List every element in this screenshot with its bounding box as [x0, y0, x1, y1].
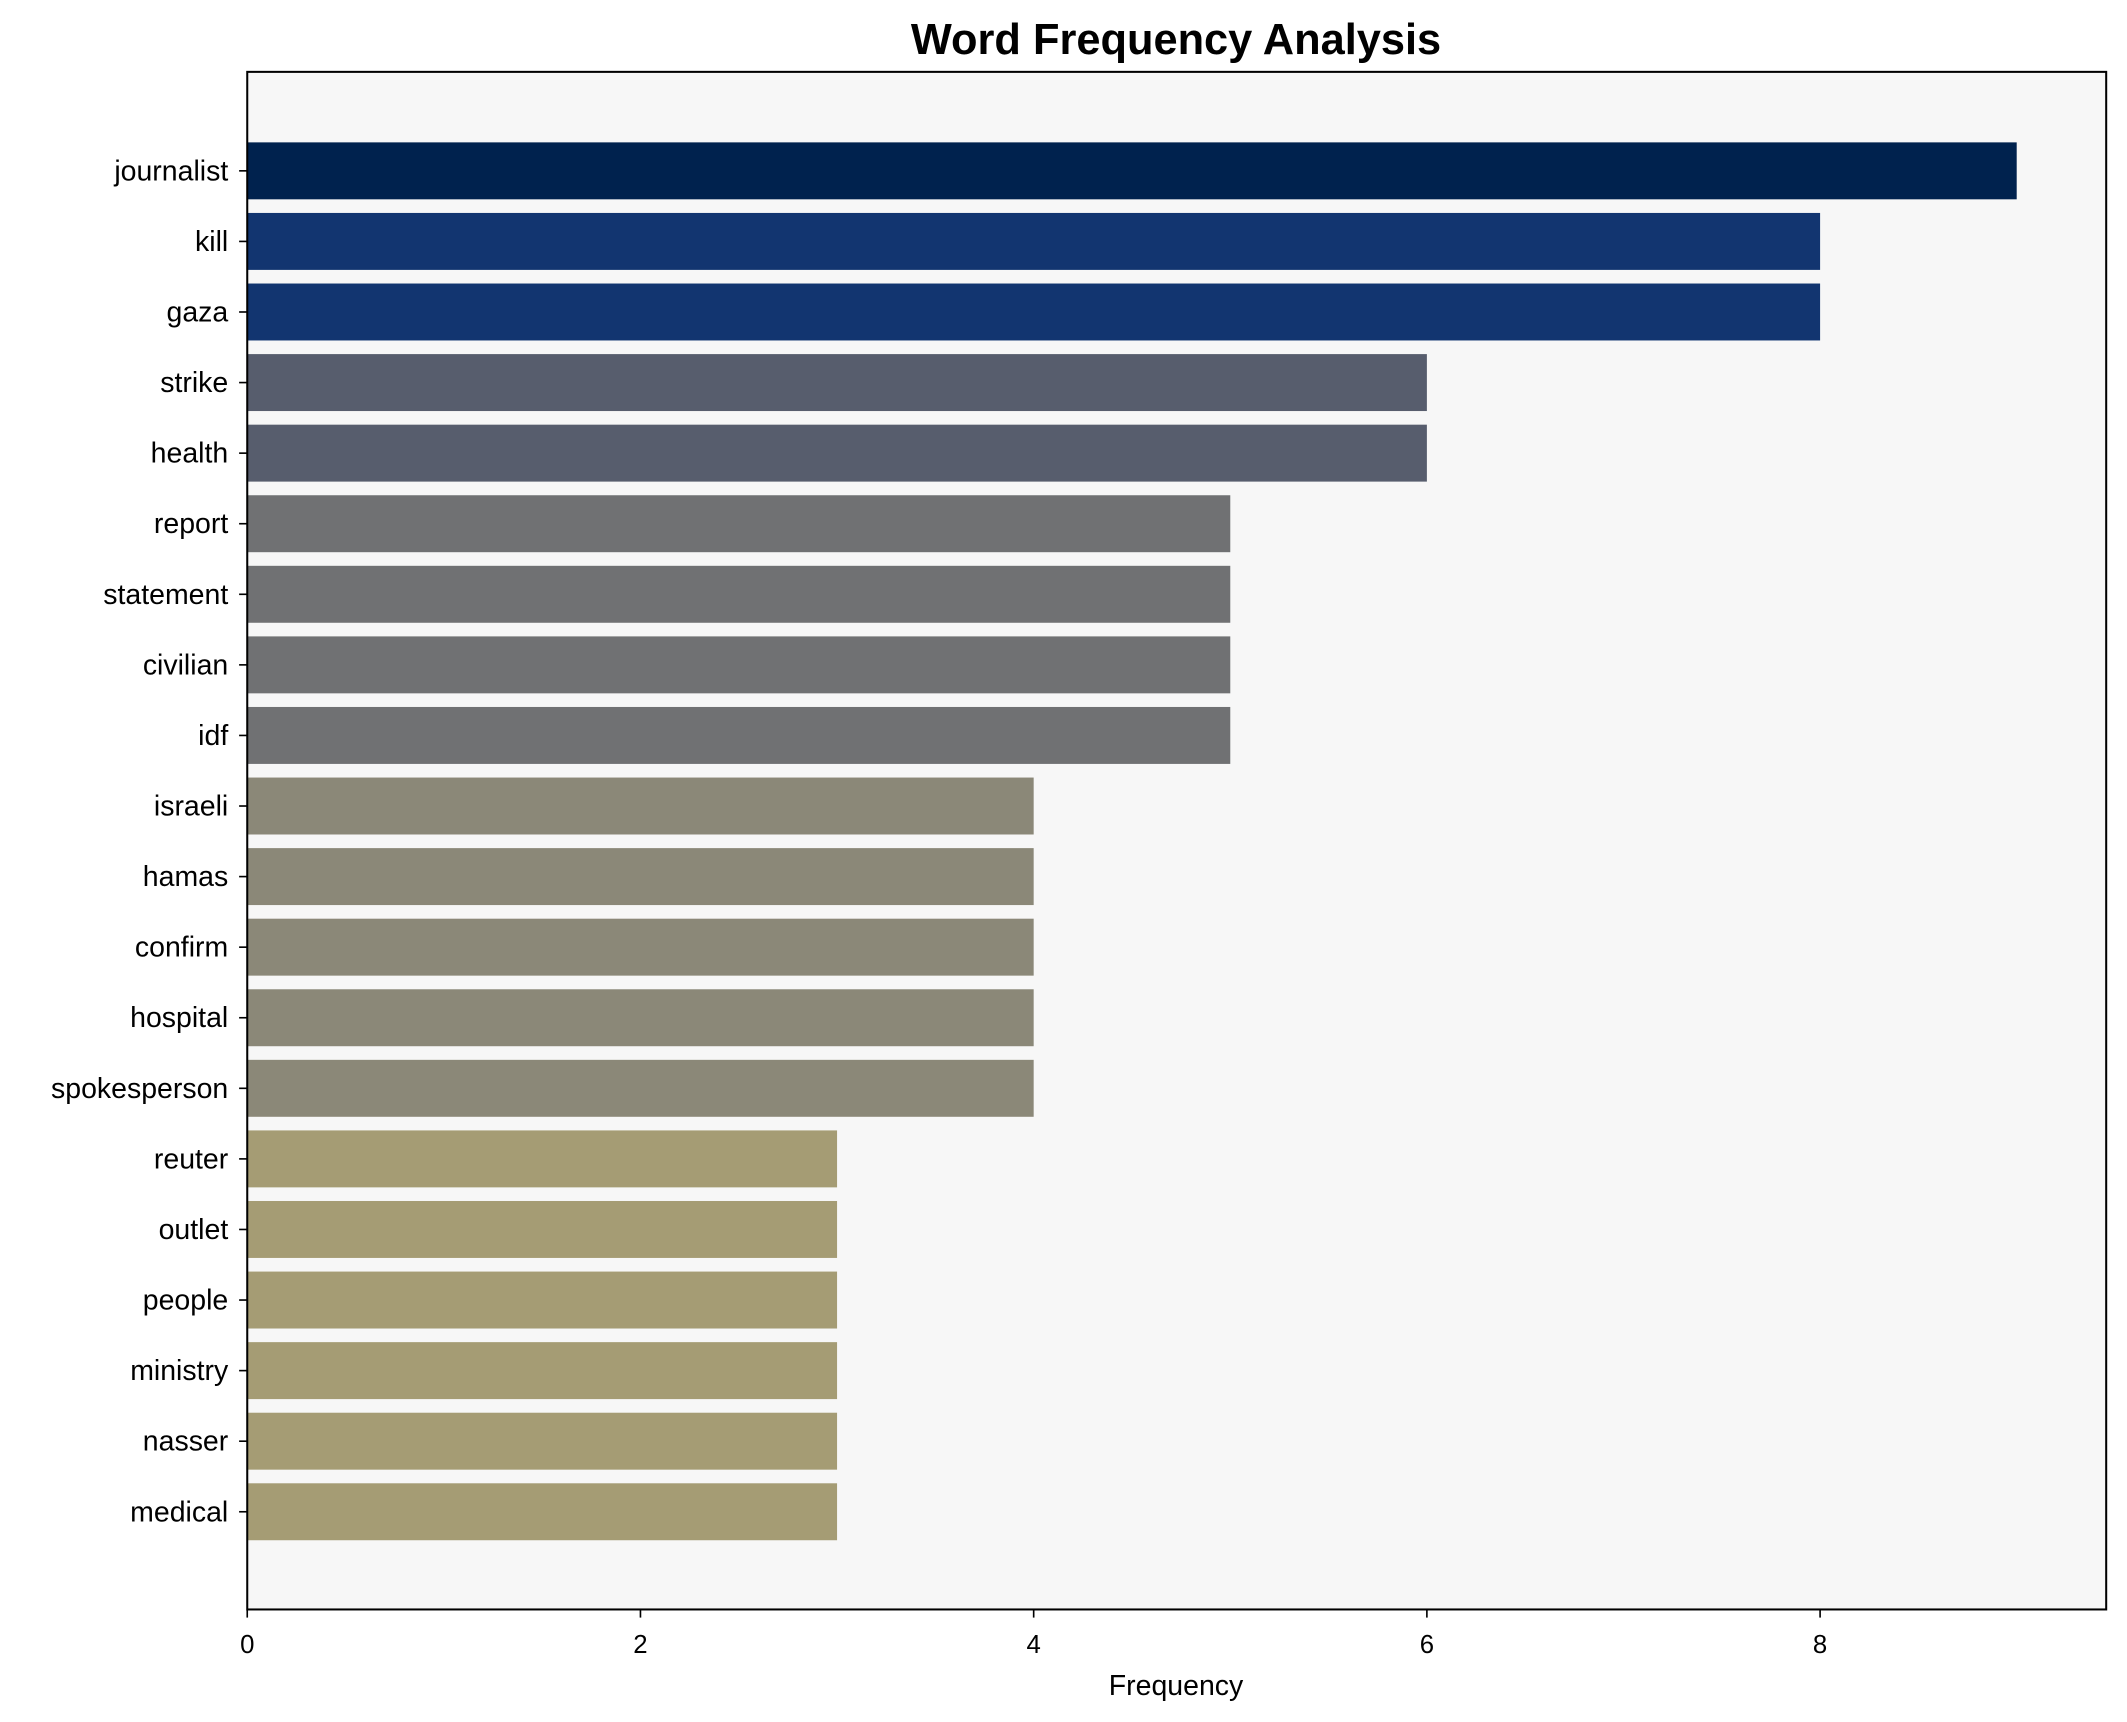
- y-tick-label: health: [151, 438, 229, 470]
- bar-gaza: [247, 283, 1821, 341]
- bar-nasser: [247, 1412, 838, 1470]
- y-tick-label: gaza: [167, 296, 229, 328]
- x-axis-label: Frequency: [1109, 1670, 1244, 1702]
- bar-hamas: [247, 848, 1034, 906]
- x-tick-label: 4: [1027, 1631, 1041, 1659]
- y-tick-label: statement: [103, 579, 228, 611]
- bar-hospital: [247, 989, 1034, 1047]
- bar-strike: [247, 354, 1427, 412]
- y-tick-label: confirm: [135, 932, 228, 964]
- x-tick-label: 2: [633, 1631, 647, 1659]
- y-tick-label: hamas: [143, 861, 228, 893]
- bar-ministry: [247, 1342, 838, 1400]
- plot-frame: [246, 70, 2108, 1611]
- bar-statement: [247, 565, 1231, 623]
- bar-kill: [247, 212, 1821, 270]
- y-tick-label: kill: [195, 226, 228, 258]
- y-tick-label: ministry: [130, 1355, 229, 1387]
- y-tick-label: civilian: [143, 649, 228, 681]
- y-tick-label: spokesperson: [51, 1073, 228, 1105]
- bar-confirm: [247, 918, 1034, 976]
- y-tick-label: strike: [160, 367, 228, 399]
- y-tick-label: outlet: [159, 1214, 229, 1246]
- bar-medical: [247, 1483, 838, 1541]
- y-tick-label: israeli: [154, 791, 228, 823]
- y-tick-label: hospital: [130, 1002, 228, 1034]
- y-tick-label: people: [143, 1285, 228, 1317]
- x-tick-label: 6: [1420, 1631, 1434, 1659]
- bar-health: [247, 424, 1427, 482]
- x-tick-label: 8: [1813, 1631, 1827, 1659]
- bar-journalist: [247, 142, 2017, 200]
- bar-outlet: [247, 1200, 838, 1258]
- y-tick-label: idf: [198, 720, 228, 752]
- bar-civilian: [247, 636, 1231, 694]
- y-tick-label: journalist: [113, 155, 228, 187]
- x-tick-label: 0: [240, 1631, 254, 1659]
- bar-people: [247, 1271, 838, 1329]
- y-tick-label: reuter: [154, 1143, 228, 1175]
- y-tick-label: report: [154, 508, 228, 540]
- bar-reuter: [247, 1130, 838, 1188]
- bar-spokesperson: [247, 1059, 1034, 1117]
- y-tick-label: nasser: [143, 1426, 228, 1458]
- bar-idf: [247, 706, 1231, 764]
- bar-israeli: [247, 777, 1034, 835]
- y-tick-label: medical: [130, 1496, 228, 1528]
- bar-report: [247, 495, 1231, 553]
- chart-title: Word Frequency Analysis: [911, 16, 1441, 64]
